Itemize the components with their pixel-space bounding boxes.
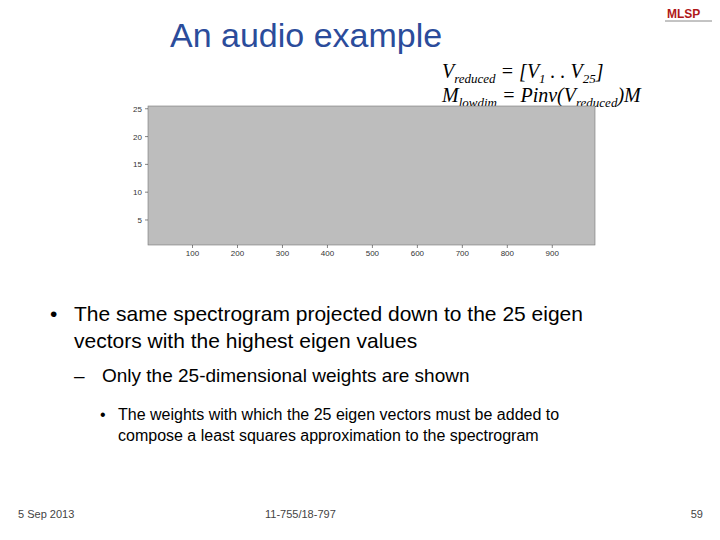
plot-area — [148, 106, 595, 245]
x-tick-label: 100 — [186, 249, 200, 258]
equation: Vreduced​ = [V1​ . . V25​] — [442, 60, 604, 86]
y-tick — [145, 192, 148, 193]
y-tick — [145, 108, 148, 109]
x-tick — [327, 245, 328, 248]
x-tick-label: 900 — [546, 249, 560, 258]
x-tick-label: 400 — [321, 249, 335, 258]
x-tick — [192, 245, 193, 248]
y-tick — [145, 219, 148, 220]
y-tick — [145, 164, 148, 165]
x-tick-label: 700 — [456, 249, 470, 258]
x-tick-label: 600 — [411, 249, 425, 258]
y-tick-label: 10 — [133, 188, 142, 197]
bullet-marker: • — [100, 406, 106, 423]
x-tick — [417, 245, 418, 248]
bullet-text: compose a least squares approximation to… — [118, 427, 539, 444]
bullet-text: vectors with the highest eigen values — [74, 329, 417, 352]
bullet-marker: • — [50, 302, 57, 325]
bullet-text: The same spectrogram projected down to t… — [74, 302, 583, 325]
x-tick — [507, 245, 508, 248]
heatmap: 100 200 300 400 500 600 700 800 900 5 10 15 20 25 — [133, 105, 595, 258]
equation-subscript: reduced — [454, 71, 496, 86]
equation-text: )M — [616, 84, 642, 107]
y-tick-label: 25 — [133, 105, 142, 114]
y-tick-label: 5 — [138, 216, 143, 225]
equation-text: = Pinv(V — [497, 84, 579, 107]
equation-subscript: 25 — [583, 71, 597, 86]
logo-rule — [665, 21, 712, 22]
footer-course: 11-755/18-797 — [265, 508, 336, 520]
y-tick-label: 20 — [133, 133, 142, 142]
equation-text: M — [441, 84, 460, 106]
y-tick — [145, 136, 148, 137]
bullet-text: The weights with which the 25 eigen vect… — [118, 406, 559, 423]
y-tick-label: 15 — [133, 160, 142, 169]
x-tick — [552, 245, 553, 248]
logo: MLSP — [667, 7, 700, 21]
page: {"header": {"title": "An audio example",… — [0, 0, 720, 540]
bullet-text: Only the 25-dimensional weights are show… — [102, 365, 470, 386]
x-tick — [462, 245, 463, 248]
title: An audio example — [170, 16, 442, 54]
bullet-marker: – — [74, 365, 85, 386]
equation-text: ] — [595, 60, 604, 82]
equation-text: = [V — [496, 60, 542, 82]
background — [0, 0, 720, 540]
x-tick-label: 500 — [366, 249, 380, 258]
x-tick-label: 200 — [231, 249, 245, 258]
footer-date: 5 Sep 2013 — [18, 508, 74, 520]
footer-page: 59 — [691, 508, 703, 520]
x-tick-label: 300 — [276, 249, 290, 258]
slide: An audio example MLSP Vreduced​ = [V1​ . .… — [0, 0, 720, 540]
x-tick — [372, 245, 373, 248]
x-tick-label: 800 — [501, 249, 515, 258]
x-tick — [237, 245, 238, 248]
equation-text: . . V — [546, 60, 586, 82]
x-tick — [282, 245, 283, 248]
